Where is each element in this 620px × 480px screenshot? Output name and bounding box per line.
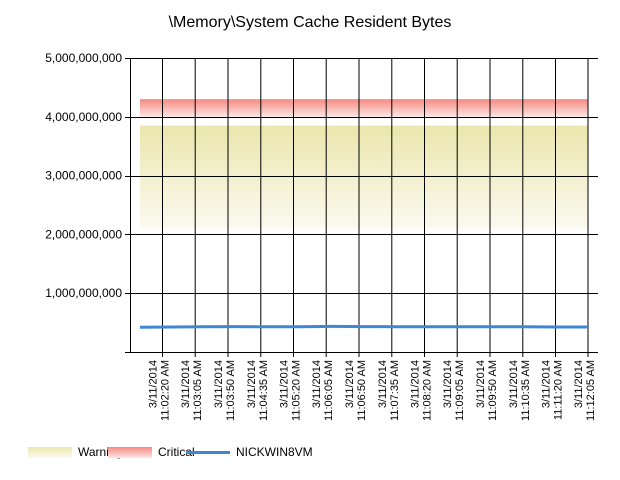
x-tick-label-date: 3/11/2014 xyxy=(279,360,291,408)
x-tick-label-time: 11:11:20 AM xyxy=(553,360,565,420)
x-tick-label-date: 3/11/2014 xyxy=(508,360,520,408)
x-tick-label: 3/11/2014 11:02:20 AM xyxy=(148,360,172,421)
x-tick-label-date: 3/11/2014 xyxy=(442,360,454,408)
legend-label-series: NICKWIN8VM xyxy=(236,445,313,459)
y-tick-label: 3,000,000,000 xyxy=(45,169,122,183)
x-tick-label-time: 11:03:05 AM xyxy=(192,360,204,421)
x-tick-label-time: 11:10:35 AM xyxy=(520,360,532,421)
x-tick-label-time: 11:06:50 AM xyxy=(356,360,368,421)
x-tick-label: 3/11/2014 11:10:35 AM xyxy=(508,360,532,421)
legend-swatch-critical xyxy=(108,446,152,458)
x-tick-label: 3/11/2014 11:03:50 AM xyxy=(213,360,237,421)
x-tick-label-time: 11:03:50 AM xyxy=(225,360,237,421)
x-tick-label-date: 3/11/2014 xyxy=(180,360,192,408)
x-tick-label-time: 11:09:50 AM xyxy=(487,360,499,421)
y-tick-label: 5,000,000,000 xyxy=(45,51,122,65)
x-tick-label-time: 11:07:35 AM xyxy=(389,360,401,421)
x-tick-label: 3/11/2014 11:09:50 AM xyxy=(475,360,499,421)
x-tick-label-date: 3/11/2014 xyxy=(410,360,422,408)
threshold-band-warning xyxy=(140,125,588,229)
x-tick-label-time: 11:02:20 AM xyxy=(160,360,172,421)
x-tick-label: 3/11/2014 11:06:50 AM xyxy=(344,360,368,421)
x-tick-label-date: 3/11/2014 xyxy=(475,360,487,408)
x-tick-label-date: 3/11/2014 xyxy=(213,360,225,408)
y-tick-label: 4,000,000,000 xyxy=(45,110,122,124)
x-tick-label-time: 11:12:05 AM xyxy=(585,360,597,421)
x-tick-label: 3/11/2014 11:08:20 AM xyxy=(410,360,434,421)
x-tick-label: 3/11/2014 11:11:20 AM xyxy=(541,360,565,420)
x-tick-label: 3/11/2014 11:12:05 AM xyxy=(573,360,597,421)
legend-item-series: NICKWIN8VM xyxy=(186,444,313,460)
legend-swatch-series xyxy=(186,450,230,454)
legend-label-critical: Critical xyxy=(158,445,195,459)
x-tick-label: 3/11/2014 11:06:05 AM xyxy=(311,360,335,421)
x-tick-label: 3/11/2014 11:04:35 AM xyxy=(246,360,270,421)
x-tick-label-date: 3/11/2014 xyxy=(541,360,553,408)
x-tick-label-time: 11:08:20 AM xyxy=(422,360,434,421)
chart-title: \Memory\System Cache Resident Bytes xyxy=(168,14,452,31)
x-tick-label-time: 11:06:05 AM xyxy=(323,360,335,421)
x-tick-label-date: 3/11/2014 xyxy=(148,360,160,408)
x-tick-label: 3/11/2014 11:09:05 AM xyxy=(442,360,466,421)
y-tick-label: 1,000,000,000 xyxy=(45,286,122,300)
y-tick-label: 2,000,000,000 xyxy=(45,227,122,241)
x-tick-label-date: 3/11/2014 xyxy=(344,360,356,408)
threshold-band-critical xyxy=(140,99,588,117)
x-tick-label-date: 3/11/2014 xyxy=(377,360,389,408)
legend-item-critical: Critical xyxy=(108,444,195,460)
x-tick-label: 3/11/2014 11:07:35 AM xyxy=(377,360,401,421)
x-tick-label-date: 3/11/2014 xyxy=(246,360,258,408)
series-line-nickwin8vm xyxy=(139,324,588,329)
x-tick-label-date: 3/11/2014 xyxy=(573,360,585,408)
x-tick-label: 3/11/2014 11:03:05 AM xyxy=(180,360,204,421)
x-tick-label-time: 11:09:05 AM xyxy=(454,360,466,421)
legend-swatch-warning xyxy=(28,446,72,458)
x-tick-label: 3/11/2014 11:05:20 AM xyxy=(279,360,303,421)
x-tick-label-time: 11:04:35 AM xyxy=(258,360,270,421)
x-tick-label-time: 11:05:20 AM xyxy=(291,360,303,421)
x-tick-label-date: 3/11/2014 xyxy=(311,360,323,408)
